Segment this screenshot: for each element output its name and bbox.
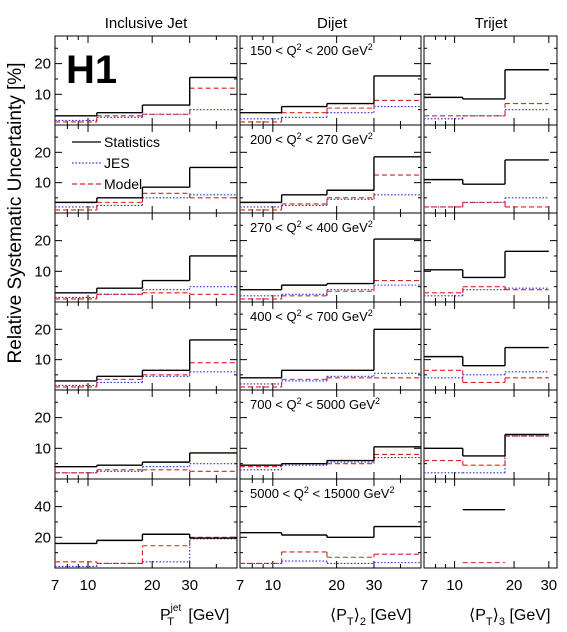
panel-frame	[423, 35, 558, 126]
x-tick-label: 20	[328, 577, 345, 594]
h1-logo: H1	[66, 48, 117, 92]
column-title-dijet: Dijet	[317, 15, 348, 32]
legend-label-jes: JES	[104, 155, 130, 171]
panel-r1-c1: 10 20	[34, 35, 238, 126]
x-tick-label: 30	[181, 577, 198, 594]
q2-bin-label-5: 700 < Q2 < 5000 GeV2	[250, 396, 380, 412]
panel-r2-c2	[239, 124, 422, 214]
y-tick-label: 10	[34, 86, 51, 103]
legend-label-statistics: Statistics	[104, 134, 160, 150]
x-tick-label: 30	[540, 577, 557, 594]
y-tick-label: 10	[34, 352, 51, 369]
y-tick-label: 20	[34, 410, 51, 427]
panel-frame	[54, 478, 238, 569]
panel-r5-c2	[239, 389, 422, 480]
panel-frame	[423, 124, 558, 214]
panel-r5-c3	[423, 389, 558, 480]
column-title-inclusive-jet: Inclusive Jet	[105, 15, 188, 32]
y-tick-label: 20	[34, 56, 51, 73]
x-tick-label: 7	[420, 577, 428, 594]
x-tick-label: 20	[506, 577, 523, 594]
panel-r6-c3	[423, 478, 558, 569]
y-tick-label: 20	[34, 233, 51, 250]
x-tick-label: 10	[446, 577, 463, 594]
q2-bin-label-3: 270 < Q2 < 400 GeV2	[250, 219, 373, 235]
x-tick-label: 30	[366, 577, 383, 594]
column-title-trijet: Trijet	[475, 15, 509, 32]
panel-r4-c1: 10 20	[34, 301, 238, 391]
panel-frame	[423, 301, 558, 391]
q2-bin-label-1: 150 < Q2 < 200 GeV2	[250, 42, 373, 58]
x-tick-label: 7	[51, 577, 59, 594]
panel-frame	[54, 389, 238, 480]
panel-grid: 10 20 150 < Q2 < 200 GeV2 10 20 200 < Q2 < 27…	[34, 35, 558, 594]
y-tick-label: 20	[34, 144, 51, 161]
x-axis-title-dijet: ⟨PT⟩2 [GeV]	[330, 607, 411, 628]
q2-bin-label-4: 400 < Q2 < 700 GeV2	[250, 308, 373, 324]
y-tick-label: 10	[34, 440, 51, 457]
x-tick-label: 10	[264, 577, 281, 594]
panel-r1-c2	[239, 35, 422, 126]
x-axis-title-inclusive-jet: Pjet T [GeV]	[160, 603, 229, 628]
x-tick-label: 10	[80, 577, 97, 594]
y-tick-label: 10	[34, 175, 51, 192]
panel-r2-c3	[423, 124, 558, 214]
y-axis-title: Relative Systematic Uncertainty [%]	[5, 63, 26, 364]
x-axis-titles: Pjet T [GeV] ⟨PT⟩2 [GeV] ⟨PT⟩3 [GeV]	[160, 603, 550, 628]
panel-r4-c3	[423, 301, 558, 391]
panel-r6-c2	[239, 478, 422, 569]
y-tick-label: 20	[34, 321, 51, 338]
panel-frame	[239, 478, 422, 569]
y-tick-label: 40	[34, 499, 51, 516]
panel-frame	[423, 478, 558, 569]
q2-bin-label-2: 200 < Q2 < 270 GeV2	[250, 131, 373, 147]
x-tick-label: 7	[236, 577, 244, 594]
panel-r3-c1: 10 20	[34, 212, 238, 303]
legend-label-model: Model	[104, 176, 142, 192]
x-axis-title-trijet: ⟨PT⟩3 [GeV]	[469, 607, 550, 628]
legend: Statistics JES Model	[72, 134, 160, 192]
y-tick-label: 10	[34, 263, 51, 280]
panel-r5-c1: 10 20	[34, 389, 238, 480]
panel-r1-c3	[423, 35, 558, 126]
q2-bin-label-6: 5000 < Q2 < 15000 GeV2	[250, 485, 394, 501]
panel-r3-c3	[423, 212, 558, 303]
panel-frame	[54, 212, 238, 303]
x-tick-label: 20	[144, 577, 161, 594]
panel-r3-c2	[239, 212, 422, 303]
y-tick-label: 20	[34, 529, 51, 546]
